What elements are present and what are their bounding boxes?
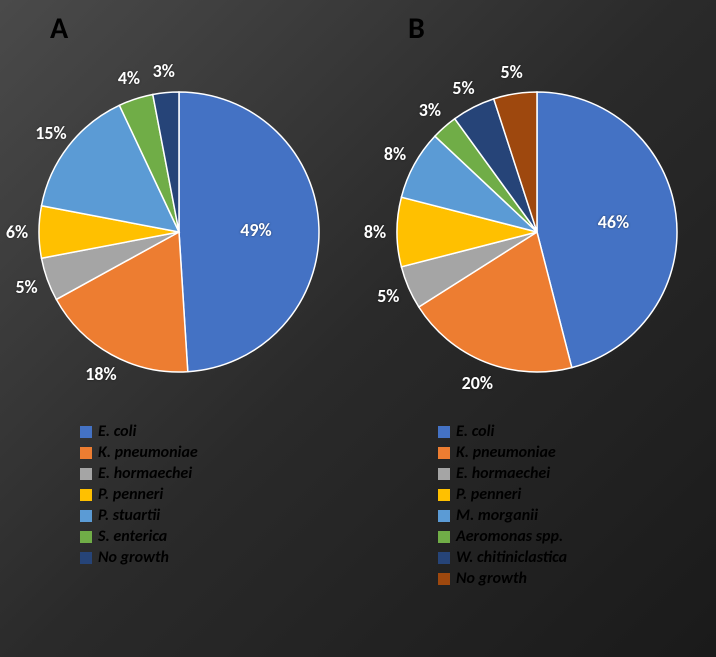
a-legend-row-6: No growth (80, 548, 198, 567)
b-legend-row-2: E. hormaechei (438, 464, 567, 483)
b-pie-svg (377, 52, 697, 412)
a-legend-row-4: P. stuartii (80, 506, 198, 525)
b-legend-swatch-7 (438, 573, 450, 585)
a-legend-swatch-2 (80, 468, 92, 480)
a-legend-label-3: P. penneri (98, 485, 163, 504)
b-legend-row-3: P. penneri (438, 485, 567, 504)
b-legend-row-4: M. morganii (438, 506, 567, 525)
a-legend-label-6: No growth (98, 548, 169, 567)
a-legend-swatch-4 (80, 510, 92, 522)
panel-b-title: B (408, 10, 425, 47)
panel-a-title: A (50, 10, 68, 47)
legend-a: E. coli K. pneumoniae E. hormaechei P. penn… (80, 422, 198, 569)
a-legend-label-2: E. hormaechei (98, 464, 192, 483)
a-legend-row-3: P. penneri (80, 485, 198, 504)
b-legend-row-7: No growth (438, 569, 567, 588)
b-legend-row-1: K. pneumoniae (438, 443, 567, 462)
b-legend-swatch-4 (438, 510, 450, 522)
a-slice-0 (179, 92, 319, 372)
a-legend-row-5: S. enterica (80, 527, 198, 546)
a-legend-row-2: E. hormaechei (80, 464, 198, 483)
pie-chart-b: 46%20%5%8%8%3%5%5% (377, 52, 697, 412)
b-legend-label-2: E. hormaechei (456, 464, 550, 483)
a-legend-label-0: E. coli (98, 422, 136, 441)
b-legend-label-5: Aeromonas spp. (456, 527, 563, 546)
b-legend-label-6: W. chitiniclastica (456, 548, 567, 567)
b-legend-label-3: P. penneri (456, 485, 521, 504)
b-legend-swatch-2 (438, 468, 450, 480)
b-legend-swatch-6 (438, 552, 450, 564)
panel-a: A 49%18%5%6%15%4%3% E. coli K. pneumoniae… (0, 0, 358, 657)
panel-b: B 46%20%5%8%8%3%5%5% E. coli K. pneumonia… (358, 0, 716, 657)
legend-b: E. coli K. pneumoniae E. hormaechei P. penn… (438, 422, 567, 590)
b-legend-label-0: E. coli (456, 422, 494, 441)
b-legend-label-1: K. pneumoniae (456, 443, 556, 462)
a-legend-swatch-3 (80, 489, 92, 501)
a-legend-label-4: P. stuartii (98, 506, 160, 525)
pie-chart-a: 49%18%5%6%15%4%3% (19, 52, 339, 412)
b-legend-label-4: M. morganii (456, 506, 538, 525)
a-legend-swatch-0 (80, 426, 92, 438)
a-legend-row-1: K. pneumoniae (80, 443, 198, 462)
b-legend-swatch-5 (438, 531, 450, 543)
b-legend-label-7: No growth (456, 569, 527, 588)
b-legend-swatch-3 (438, 489, 450, 501)
charts-container: A 49%18%5%6%15%4%3% E. coli K. pneumoniae… (0, 0, 716, 657)
a-legend-label-1: K. pneumoniae (98, 443, 198, 462)
b-legend-swatch-0 (438, 426, 450, 438)
a-legend-swatch-1 (80, 447, 92, 459)
a-legend-row-0: E. coli (80, 422, 198, 441)
a-legend-label-5: S. enterica (98, 527, 167, 546)
a-pie-svg (19, 52, 339, 412)
b-legend-row-6: W. chitiniclastica (438, 548, 567, 567)
a-legend-swatch-5 (80, 531, 92, 543)
b-legend-row-5: Aeromonas spp. (438, 527, 567, 546)
b-legend-row-0: E. coli (438, 422, 567, 441)
a-legend-swatch-6 (80, 552, 92, 564)
b-legend-swatch-1 (438, 447, 450, 459)
